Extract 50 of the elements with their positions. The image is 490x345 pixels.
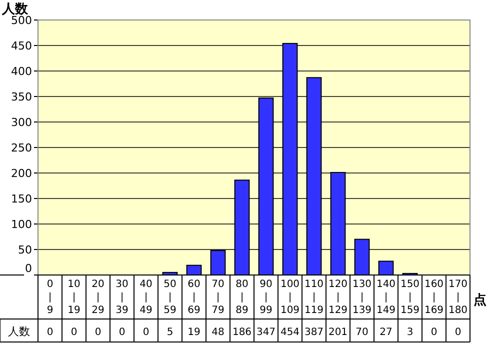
data-label: 186 [232,327,252,338]
x-tick-label: 90 | 99 [260,279,272,316]
x-tick-label: 150 | 159 [400,279,420,316]
data-label: 454 [280,327,300,338]
data-label: 0 [94,327,102,338]
data-label: 5 [166,327,174,338]
y-tick-label: 400 [11,65,32,78]
y-axis-title: 人数 [1,2,29,17]
x-axis-title: 点 [474,292,486,308]
data-label: 0 [70,327,78,338]
data-label: 70 [356,327,368,338]
y-tick-label: 500 [11,14,32,27]
x-tick-label: 120 | 129 [328,279,348,316]
data-label: 0 [142,327,150,338]
data-label: 19 [188,327,200,338]
x-tick-label: 60 | 69 [188,279,200,316]
y-tick-label: 450 [11,40,32,52]
y-tick-label: 0 [25,262,32,275]
data-label: 0 [430,327,438,338]
x-tick-label: 140 | 149 [376,279,396,316]
y-tick-label: 300 [11,116,32,129]
y-tick-label: 150 [11,192,32,206]
y-tick-label: 50 [18,244,32,256]
y-tick-label: 200 [11,167,32,180]
data-label: 48 [212,327,224,338]
data-label: 347 [256,327,276,338]
y-tick-label: 350 [11,90,32,104]
x-tick-label: 50 | 59 [164,279,176,316]
data-label: 0 [118,327,126,338]
data-label: 0 [46,327,54,338]
data-label: 3 [406,327,414,338]
x-tick-label: 130 | 139 [352,279,372,316]
x-tick-label: 30 | 39 [116,279,128,316]
y-tick-label: 250 [11,142,32,154]
y-tick-label: 100 [11,218,32,231]
text: 人数 [8,325,30,338]
x-tick-label: 170 | 180 [448,279,468,316]
data-label: 0 [454,327,462,338]
x-tick-label: 0 | 9 [46,279,54,316]
x-tick-label: 100 | 109 [280,279,300,316]
x-tick-label: 110 | 119 [304,279,324,316]
data-label: 387 [304,327,324,338]
x-tick-label: 10 | 19 [68,279,80,316]
data-label: 27 [380,327,392,338]
x-tick-label: 160 | 169 [424,279,444,316]
x-tick-label: 80 | 89 [236,279,248,316]
x-tick-label: 40 | 49 [140,279,152,316]
x-tick-label: 70 | 79 [212,279,224,316]
data-label: 201 [328,327,348,338]
x-tick-label: 20 | 29 [92,279,104,316]
